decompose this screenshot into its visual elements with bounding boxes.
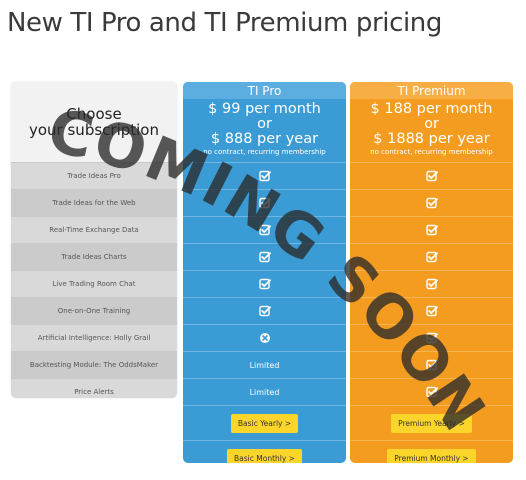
plan-premium-price-monthly: $ 188 per month — [370, 101, 493, 117]
plan-premium-yearly-row: Premium Yearly > — [350, 405, 513, 440]
check-icon — [425, 386, 438, 398]
plan-pro-row: Limited — [183, 378, 346, 405]
basic-monthly-button[interactable]: Basic Monthly > — [227, 448, 302, 463]
check-icon — [258, 197, 271, 209]
plan-premium-row — [350, 162, 513, 189]
plan-pro-note: no contract, recurring membership — [203, 148, 326, 156]
check-icon — [258, 278, 271, 290]
feature-row: One-on-One Training — [11, 297, 177, 324]
page-title: New TI Pro and TI Premium pricing — [7, 8, 442, 38]
plan-pro-row: Limited — [183, 351, 346, 378]
plan-pro-row — [183, 216, 346, 243]
check-icon — [425, 251, 438, 263]
check-icon — [258, 305, 271, 317]
plan-premium-row — [350, 270, 513, 297]
plan-row-text: Limited — [249, 387, 280, 397]
plan-premium-feature-rows — [350, 162, 513, 405]
feature-row: Backtesting Module: The OddsMaker — [11, 351, 177, 378]
check-icon — [258, 224, 271, 236]
check-icon — [425, 359, 438, 371]
basic-yearly-button[interactable]: Basic Yearly > — [230, 413, 299, 433]
check-icon — [425, 305, 438, 317]
plan-pro-row — [183, 324, 346, 351]
plan-premium-price-or: or — [424, 116, 439, 132]
features-heading-line1: Choose — [66, 105, 122, 123]
feature-row: Real-Time Exchange Data — [11, 216, 177, 243]
check-icon — [425, 197, 438, 209]
plan-premium-price: $ 188 per month or $ 1888 per year no co… — [350, 99, 513, 162]
plan-pro-row — [183, 243, 346, 270]
feature-row: Artificial Intelligence: Holly Grail — [11, 324, 177, 351]
plan-pro-name: TI Pro — [183, 82, 346, 99]
check-icon — [258, 170, 271, 182]
feature-row: Price Alerts — [11, 378, 177, 398]
plan-premium-name: TI Premium — [350, 82, 513, 99]
plan-pro-yearly-row: Basic Yearly > — [183, 405, 346, 440]
plan-pro-monthly-row: Basic Monthly > — [183, 440, 346, 463]
plan-premium-monthly-row: Premium Monthly > — [350, 440, 513, 463]
plan-pro-price-or: or — [257, 116, 272, 132]
plan-pro-row — [183, 189, 346, 216]
plan-row-text: Limited — [249, 360, 280, 370]
features-column: Choose your subscription Trade Ideas Pro… — [11, 82, 177, 398]
plan-pro-column: TI Pro $ 99 per month or $ 888 per year … — [183, 82, 346, 463]
plan-premium-column: TI Premium $ 188 per month or $ 1888 per… — [350, 82, 513, 463]
plan-premium-row — [350, 351, 513, 378]
feature-row: Trade Ideas Charts — [11, 243, 177, 270]
check-icon — [425, 332, 438, 344]
feature-row: Trade Ideas for the Web — [11, 189, 177, 216]
check-icon — [258, 251, 271, 263]
features-heading: Choose your subscription — [11, 82, 177, 162]
plan-premium-price-yearly: $ 1888 per year — [373, 131, 490, 147]
cross-circle-icon — [259, 332, 271, 344]
check-icon — [425, 170, 438, 182]
plan-premium-row — [350, 378, 513, 405]
feature-row: Trade Ideas Pro — [11, 162, 177, 189]
plan-pro-price: $ 99 per month or $ 888 per year no cont… — [183, 99, 346, 162]
plan-pro-row — [183, 270, 346, 297]
plan-premium-row — [350, 216, 513, 243]
features-heading-line2: your subscription — [29, 121, 159, 139]
plan-premium-row — [350, 297, 513, 324]
plan-premium-note: no contract, recurring membership — [370, 148, 493, 156]
check-icon — [425, 224, 438, 236]
plan-pro-row — [183, 297, 346, 324]
plan-pro-feature-rows: Limited Limited — [183, 162, 346, 405]
premium-yearly-button[interactable]: Premium Yearly > — [391, 413, 472, 433]
check-icon — [425, 278, 438, 290]
plan-pro-price-monthly: $ 99 per month — [208, 101, 321, 117]
plan-premium-row — [350, 243, 513, 270]
plan-premium-row — [350, 189, 513, 216]
plan-premium-row — [350, 324, 513, 351]
premium-monthly-button[interactable]: Premium Monthly > — [387, 448, 476, 463]
feature-row: Live Trading Room Chat — [11, 270, 177, 297]
plan-pro-price-yearly: $ 888 per year — [210, 131, 319, 147]
plan-pro-row — [183, 162, 346, 189]
